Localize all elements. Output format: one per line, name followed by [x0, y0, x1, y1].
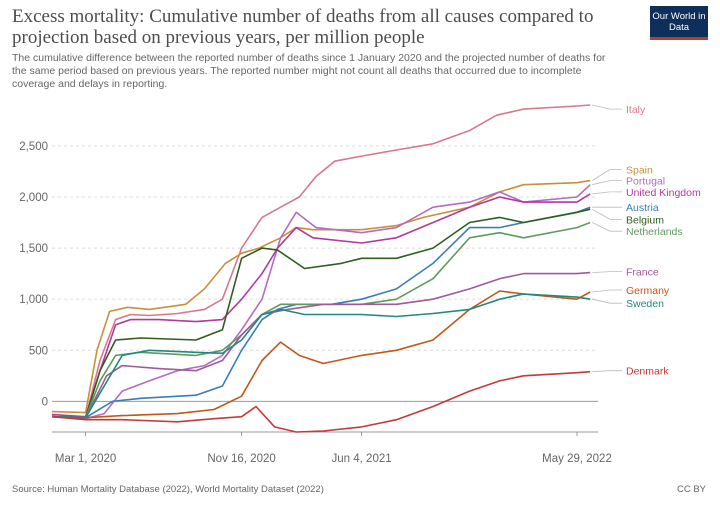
series-line-sweden — [51, 293, 591, 419]
series-label: Austria — [626, 202, 659, 214]
line-chart: 0 500 1,000 1,500 2,000 2,500 Mar 1, 2020 Nov 1… — [19, 104, 701, 465]
label-connector — [592, 191, 622, 195]
series-label: Portugal — [626, 176, 665, 188]
x-tick-label: May 29, 2022 — [542, 453, 612, 465]
label-connector — [592, 104, 622, 110]
series-label: Germany — [626, 285, 670, 297]
label-connector — [592, 370, 622, 373]
chart-subtitle: The cumulative difference between the re… — [12, 52, 606, 90]
series-label: France — [626, 267, 659, 279]
label-connector — [592, 289, 622, 293]
y-tick-label: 2,000 — [19, 192, 48, 204]
y-tick-label: 0 — [42, 396, 48, 408]
label-connector — [592, 180, 622, 186]
series-line-netherlands — [51, 221, 591, 419]
owid-logo[interactable]: Our World in Data — [650, 6, 708, 40]
label-connector — [592, 208, 622, 220]
label-connector — [592, 271, 622, 273]
source-note: Source: Human Mortality Database (2022),… — [12, 484, 324, 495]
series-label: United Kingdom — [626, 187, 701, 199]
series-label: Belgium — [626, 214, 664, 226]
series-label: Spain — [626, 164, 653, 176]
license-link[interactable]: CC BY — [676, 484, 706, 495]
y-tick-label: 1,500 — [19, 243, 48, 255]
series-label: Netherlands — [626, 226, 683, 238]
series-line-denmark — [51, 370, 591, 433]
label-connector — [592, 298, 622, 304]
series-label: Sweden — [626, 298, 664, 310]
series-line-germany — [51, 290, 591, 419]
label-connector — [592, 222, 622, 232]
series-line-france — [51, 271, 591, 419]
series-label: Italy — [626, 104, 646, 116]
series-line-portugal — [51, 184, 591, 420]
chart-title: Excess mortality: Cumulative number of d… — [12, 6, 594, 48]
series-line-belgium — [51, 208, 591, 419]
series-line-united-kingdom — [51, 193, 591, 418]
x-tick-label: Mar 1, 2020 — [55, 453, 116, 465]
x-tick-label: Nov 16, 2020 — [207, 453, 275, 465]
y-tick-label: 500 — [29, 345, 48, 357]
x-tick-label: Jun 4, 2021 — [332, 453, 392, 465]
series-line-italy — [51, 104, 591, 419]
series-label: Denmark — [626, 366, 669, 378]
label-connector — [591, 169, 622, 181]
y-tick-label: 2,500 — [19, 141, 48, 153]
y-tick-label: 1,000 — [19, 294, 48, 306]
